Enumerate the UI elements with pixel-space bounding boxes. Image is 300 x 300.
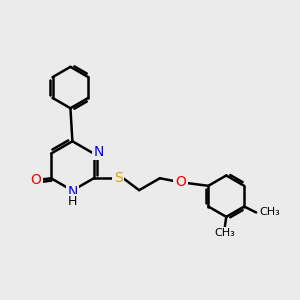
Text: H: H [68,195,77,208]
Text: S: S [114,171,123,185]
Text: N: N [93,145,104,159]
Text: N: N [67,185,78,199]
Text: O: O [31,173,41,187]
Text: CH₃: CH₃ [214,228,235,238]
Text: O: O [175,175,186,189]
Text: CH₃: CH₃ [259,208,280,218]
